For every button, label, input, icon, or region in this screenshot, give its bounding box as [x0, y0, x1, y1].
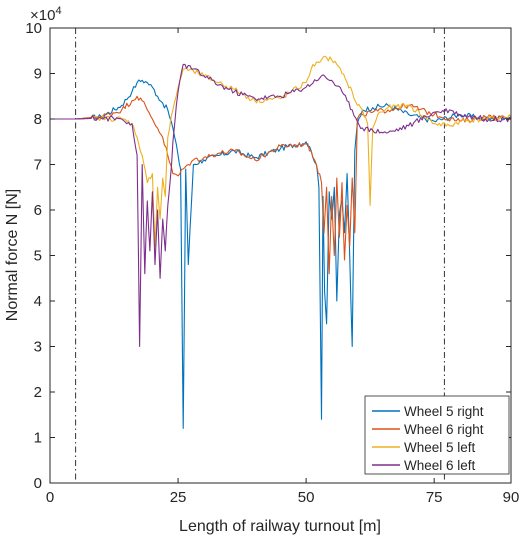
y-tick-label: 9	[34, 66, 42, 83]
legend-label-4: Wheel 6 left	[404, 458, 476, 473]
y-tick-label: 2	[34, 384, 42, 401]
axes: 0 25 50 75 90 0 1 2 3 4 5 6 7 8 9 10	[25, 20, 519, 506]
legend-label-3: Wheel 5 left	[404, 440, 476, 455]
y-tick-label: 1	[34, 430, 42, 447]
y-multiplier-base: ×10	[30, 7, 55, 24]
series-line-3	[50, 55, 512, 247]
legend-label-2: Wheel 6 right	[404, 422, 484, 437]
series-layer	[50, 55, 512, 429]
y-tick-label: 6	[34, 202, 42, 219]
y-tick-label: 10	[25, 20, 42, 37]
y-tick-label: 8	[34, 111, 42, 128]
y-tick-label: 3	[34, 339, 42, 356]
y-tick-label: 7	[34, 157, 42, 174]
x-axis-label: Length of railway turnout [m]	[179, 518, 381, 535]
legend-box	[364, 395, 510, 475]
y-axis-label: Normal force N [N]	[4, 189, 21, 321]
series-line-1	[50, 79, 512, 429]
x-axis-ticks: 0 25 50 75 90	[46, 28, 520, 506]
x-tick-label: 50	[298, 489, 315, 506]
y-axis-ticks: 0 1 2 3 4 5 6 7 8 9 10	[25, 20, 511, 492]
y-multiplier-label: ×104	[30, 5, 62, 24]
x-tick-label: 25	[170, 489, 187, 506]
x-tick-label: 0	[46, 489, 54, 506]
x-tick-label: 75	[426, 489, 443, 506]
legend: Wheel 5 right Wheel 6 right Wheel 5 left Wh…	[364, 395, 510, 475]
legend-label-1: Wheel 5 right	[404, 404, 484, 419]
y-tick-label: 4	[34, 293, 42, 310]
y-multiplier-exponent: 4	[55, 5, 61, 17]
y-tick-label: 0	[34, 475, 42, 492]
x-tick-label: 90	[503, 489, 520, 506]
y-tick-label: 5	[34, 248, 42, 265]
series-line-2	[50, 95, 512, 275]
series-line-4	[50, 63, 512, 348]
plot-area	[49, 27, 512, 484]
